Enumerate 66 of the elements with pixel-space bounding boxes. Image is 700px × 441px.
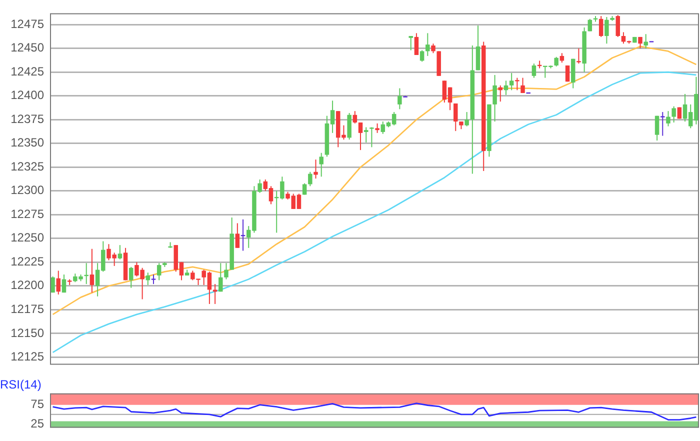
y-tick-label: 12425 xyxy=(10,64,44,78)
y-tick-label: 12325 xyxy=(10,159,44,174)
candlestick xyxy=(118,244,122,260)
y-tick-label: 12275 xyxy=(10,206,44,221)
candlestick xyxy=(347,112,352,140)
candlestick xyxy=(224,262,228,280)
candlestick xyxy=(588,18,592,32)
candlestick xyxy=(50,276,55,294)
candlestick xyxy=(370,126,374,148)
candlestick xyxy=(431,43,436,54)
candlestick xyxy=(314,159,318,180)
candlestick xyxy=(644,34,648,49)
y-tick-label: 12375 xyxy=(10,112,44,126)
chart-title: RSI(14) xyxy=(0,378,42,392)
candlestick xyxy=(520,77,525,94)
candlestick xyxy=(84,262,88,285)
candlestick xyxy=(672,106,676,123)
candlestick xyxy=(660,112,665,136)
y-tick-label: 12450 xyxy=(10,40,44,55)
candlestick xyxy=(364,126,368,143)
candlestick xyxy=(129,266,134,288)
candlestick xyxy=(90,248,94,294)
candlestick xyxy=(509,72,514,91)
candlestick xyxy=(218,262,223,292)
y-tick-label: 12225 xyxy=(10,254,44,268)
candlestick xyxy=(235,222,240,248)
candlestick xyxy=(454,102,458,132)
y-tick-label: 12400 xyxy=(10,88,44,102)
candlestick xyxy=(532,63,536,78)
candlestick xyxy=(616,14,620,38)
y-tick-label: 12250 xyxy=(10,230,44,245)
y-tick-label: 12175 xyxy=(10,302,44,316)
candlestick xyxy=(666,110,670,127)
y-tick-label: 12350 xyxy=(10,136,44,150)
candlestick xyxy=(598,16,604,38)
y-tick-label: 12150 xyxy=(10,326,44,340)
candlestick xyxy=(352,110,358,124)
candlestick xyxy=(492,74,497,122)
y-tick-label: 12300 xyxy=(10,183,44,198)
y-tick-label: 25 xyxy=(30,416,44,430)
candlestick xyxy=(212,284,218,304)
candlestick xyxy=(156,262,162,281)
candlestick xyxy=(420,50,424,62)
candlestick xyxy=(319,152,324,178)
candlestick xyxy=(515,77,520,91)
y-tick-label: 75 xyxy=(30,397,44,412)
candlestick xyxy=(654,115,660,142)
candlestick xyxy=(56,270,61,295)
candlestick xyxy=(151,274,156,285)
candlestick xyxy=(408,36,413,51)
candlestick xyxy=(358,122,363,151)
candlestick xyxy=(554,56,558,67)
y-tick-label: 12200 xyxy=(10,278,44,292)
candlestick xyxy=(414,32,419,56)
candlestick xyxy=(604,16,609,44)
candlestick xyxy=(570,58,576,89)
candlestick xyxy=(375,122,380,134)
candlestick xyxy=(576,48,581,64)
candlestick xyxy=(398,88,402,110)
candlestick xyxy=(476,25,480,71)
candlestick xyxy=(308,171,312,187)
candlestick xyxy=(62,274,66,294)
candlestick xyxy=(464,112,469,127)
candlestick xyxy=(426,32,430,56)
y-tick-label: 12475 xyxy=(10,16,44,31)
y-tick-label: 12125 xyxy=(10,350,44,364)
